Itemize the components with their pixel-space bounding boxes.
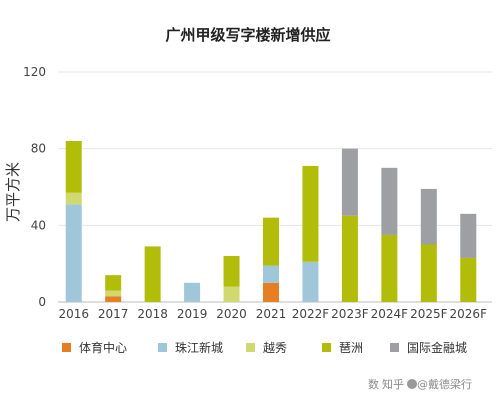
bar-segment bbox=[302, 165, 319, 262]
legend: 体育中心 珠江新城 越秀 琶洲 国际金融城 bbox=[62, 340, 467, 355]
x-tick-label: 2018 bbox=[137, 307, 168, 321]
bars-layer bbox=[65, 141, 477, 302]
watermark: 数 知乎 @戴德梁行 bbox=[368, 377, 472, 391]
x-tick-label: 2024F bbox=[371, 307, 409, 321]
bar-segment bbox=[420, 244, 437, 302]
x-tick-label: 2023F bbox=[331, 307, 369, 321]
watermark-cn: 知乎 bbox=[382, 377, 404, 391]
bar-segment bbox=[144, 246, 161, 302]
bar-segment bbox=[263, 282, 279, 302]
legend-swatch bbox=[62, 343, 71, 352]
x-tick-label: 2020 bbox=[216, 307, 247, 321]
bar-segment bbox=[105, 290, 122, 297]
legend-label: 国际金融城 bbox=[407, 340, 467, 355]
bar-segment bbox=[263, 265, 279, 283]
y-tick-label: 120 bbox=[23, 65, 46, 79]
watermark-user: @戴德梁行 bbox=[417, 377, 472, 391]
x-tick-label: 2021 bbox=[256, 307, 287, 321]
x-tick-label: 2026F bbox=[450, 307, 488, 321]
legend-label: 珠江新城 bbox=[175, 340, 223, 355]
bar-segment bbox=[65, 204, 82, 302]
x-tick-label: 2016 bbox=[58, 307, 89, 321]
bar-segment bbox=[381, 167, 398, 235]
bar-segment bbox=[381, 234, 398, 302]
x-tick-label: 2019 bbox=[177, 307, 208, 321]
legend-label: 越秀 bbox=[263, 341, 287, 355]
bar-segment bbox=[341, 215, 358, 302]
legend-swatch bbox=[246, 343, 255, 352]
x-tick-label: 2022F bbox=[292, 307, 330, 321]
bar-segment bbox=[420, 188, 437, 245]
bar-segment bbox=[302, 261, 319, 302]
bar-segment bbox=[341, 148, 358, 216]
y-tick-label: 40 bbox=[31, 218, 46, 232]
y-tick-label: 0 bbox=[38, 295, 46, 309]
legend-swatch bbox=[158, 343, 167, 352]
x-axis-ticks: 2016 2017 2018 2019 2020 2021 2022F 2023F 2024F 2… bbox=[58, 307, 487, 321]
y-axis-label: 万平方米 bbox=[4, 162, 22, 222]
bar-segment bbox=[460, 213, 477, 258]
bar-segment bbox=[223, 286, 240, 302]
bar-segment bbox=[223, 256, 240, 287]
bar-segment bbox=[105, 275, 122, 291]
bar-segment bbox=[65, 192, 82, 205]
legend-label: 琶洲 bbox=[339, 341, 363, 355]
y-axis-ticks: 0 40 80 120 bbox=[23, 65, 46, 309]
bar-segment bbox=[105, 296, 122, 302]
x-tick-label: 2017 bbox=[98, 307, 129, 321]
legend-swatch bbox=[322, 343, 331, 352]
bar-segment bbox=[460, 257, 477, 302]
legend-swatch bbox=[390, 343, 399, 352]
bar-segment bbox=[184, 282, 201, 302]
watermark-at-icon bbox=[407, 379, 417, 389]
y-tick-label: 80 bbox=[31, 142, 46, 156]
bar-segment bbox=[65, 141, 82, 193]
bar-segment bbox=[263, 217, 279, 266]
x-tick-label: 2025F bbox=[410, 307, 448, 321]
chart-title: 广州甲级写字楼新增供应 bbox=[165, 26, 330, 44]
legend-label: 体育中心 bbox=[79, 340, 127, 355]
watermark-prefix: 数 bbox=[368, 378, 379, 391]
